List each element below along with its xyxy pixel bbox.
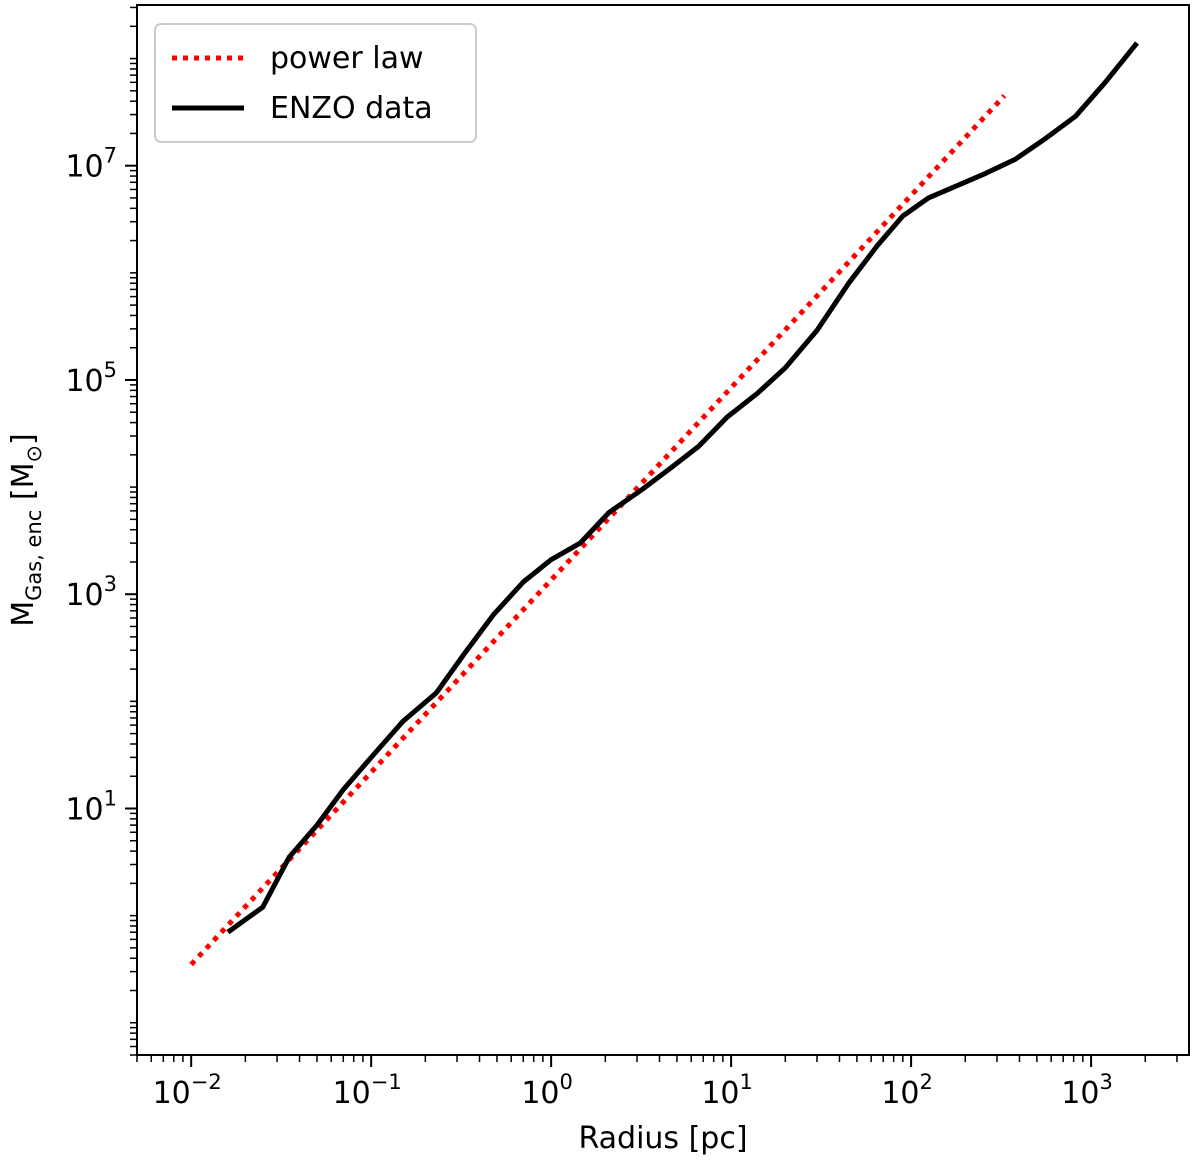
y-tick-label: 101 <box>65 786 117 827</box>
y-axis: 101 103 105 107 <box>65 6 137 1056</box>
y-axis-label: MGas, enc [M⊙] <box>6 433 46 627</box>
y-tick-label: 103 <box>65 572 117 613</box>
y-tick-label: 105 <box>65 358 117 399</box>
plot-frame <box>136 4 1190 1056</box>
legend: power law ENZO data <box>154 23 477 143</box>
plot-area <box>189 41 1139 967</box>
series-line-power-law <box>189 93 1007 967</box>
series-line-enzo-data <box>226 41 1139 935</box>
x-tick-label: 10−2 <box>153 1070 222 1111</box>
legend-label-power-law: power law <box>270 41 424 76</box>
x-tick-label: 103 <box>1061 1070 1113 1111</box>
legend-box <box>154 23 477 143</box>
x-axis: 10−2 10−1 100 101 102 103 <box>136 1055 1178 1111</box>
x-tick-label: 100 <box>521 1070 573 1111</box>
x-axis-label: Radius [pc] <box>578 1121 747 1156</box>
legend-label-enzo-data: ENZO data <box>270 91 433 126</box>
x-tick-label: 102 <box>881 1070 933 1111</box>
x-tick-label: 101 <box>701 1070 753 1111</box>
x-tick-label: 10−1 <box>333 1070 402 1111</box>
y-tick-label: 107 <box>65 144 117 185</box>
